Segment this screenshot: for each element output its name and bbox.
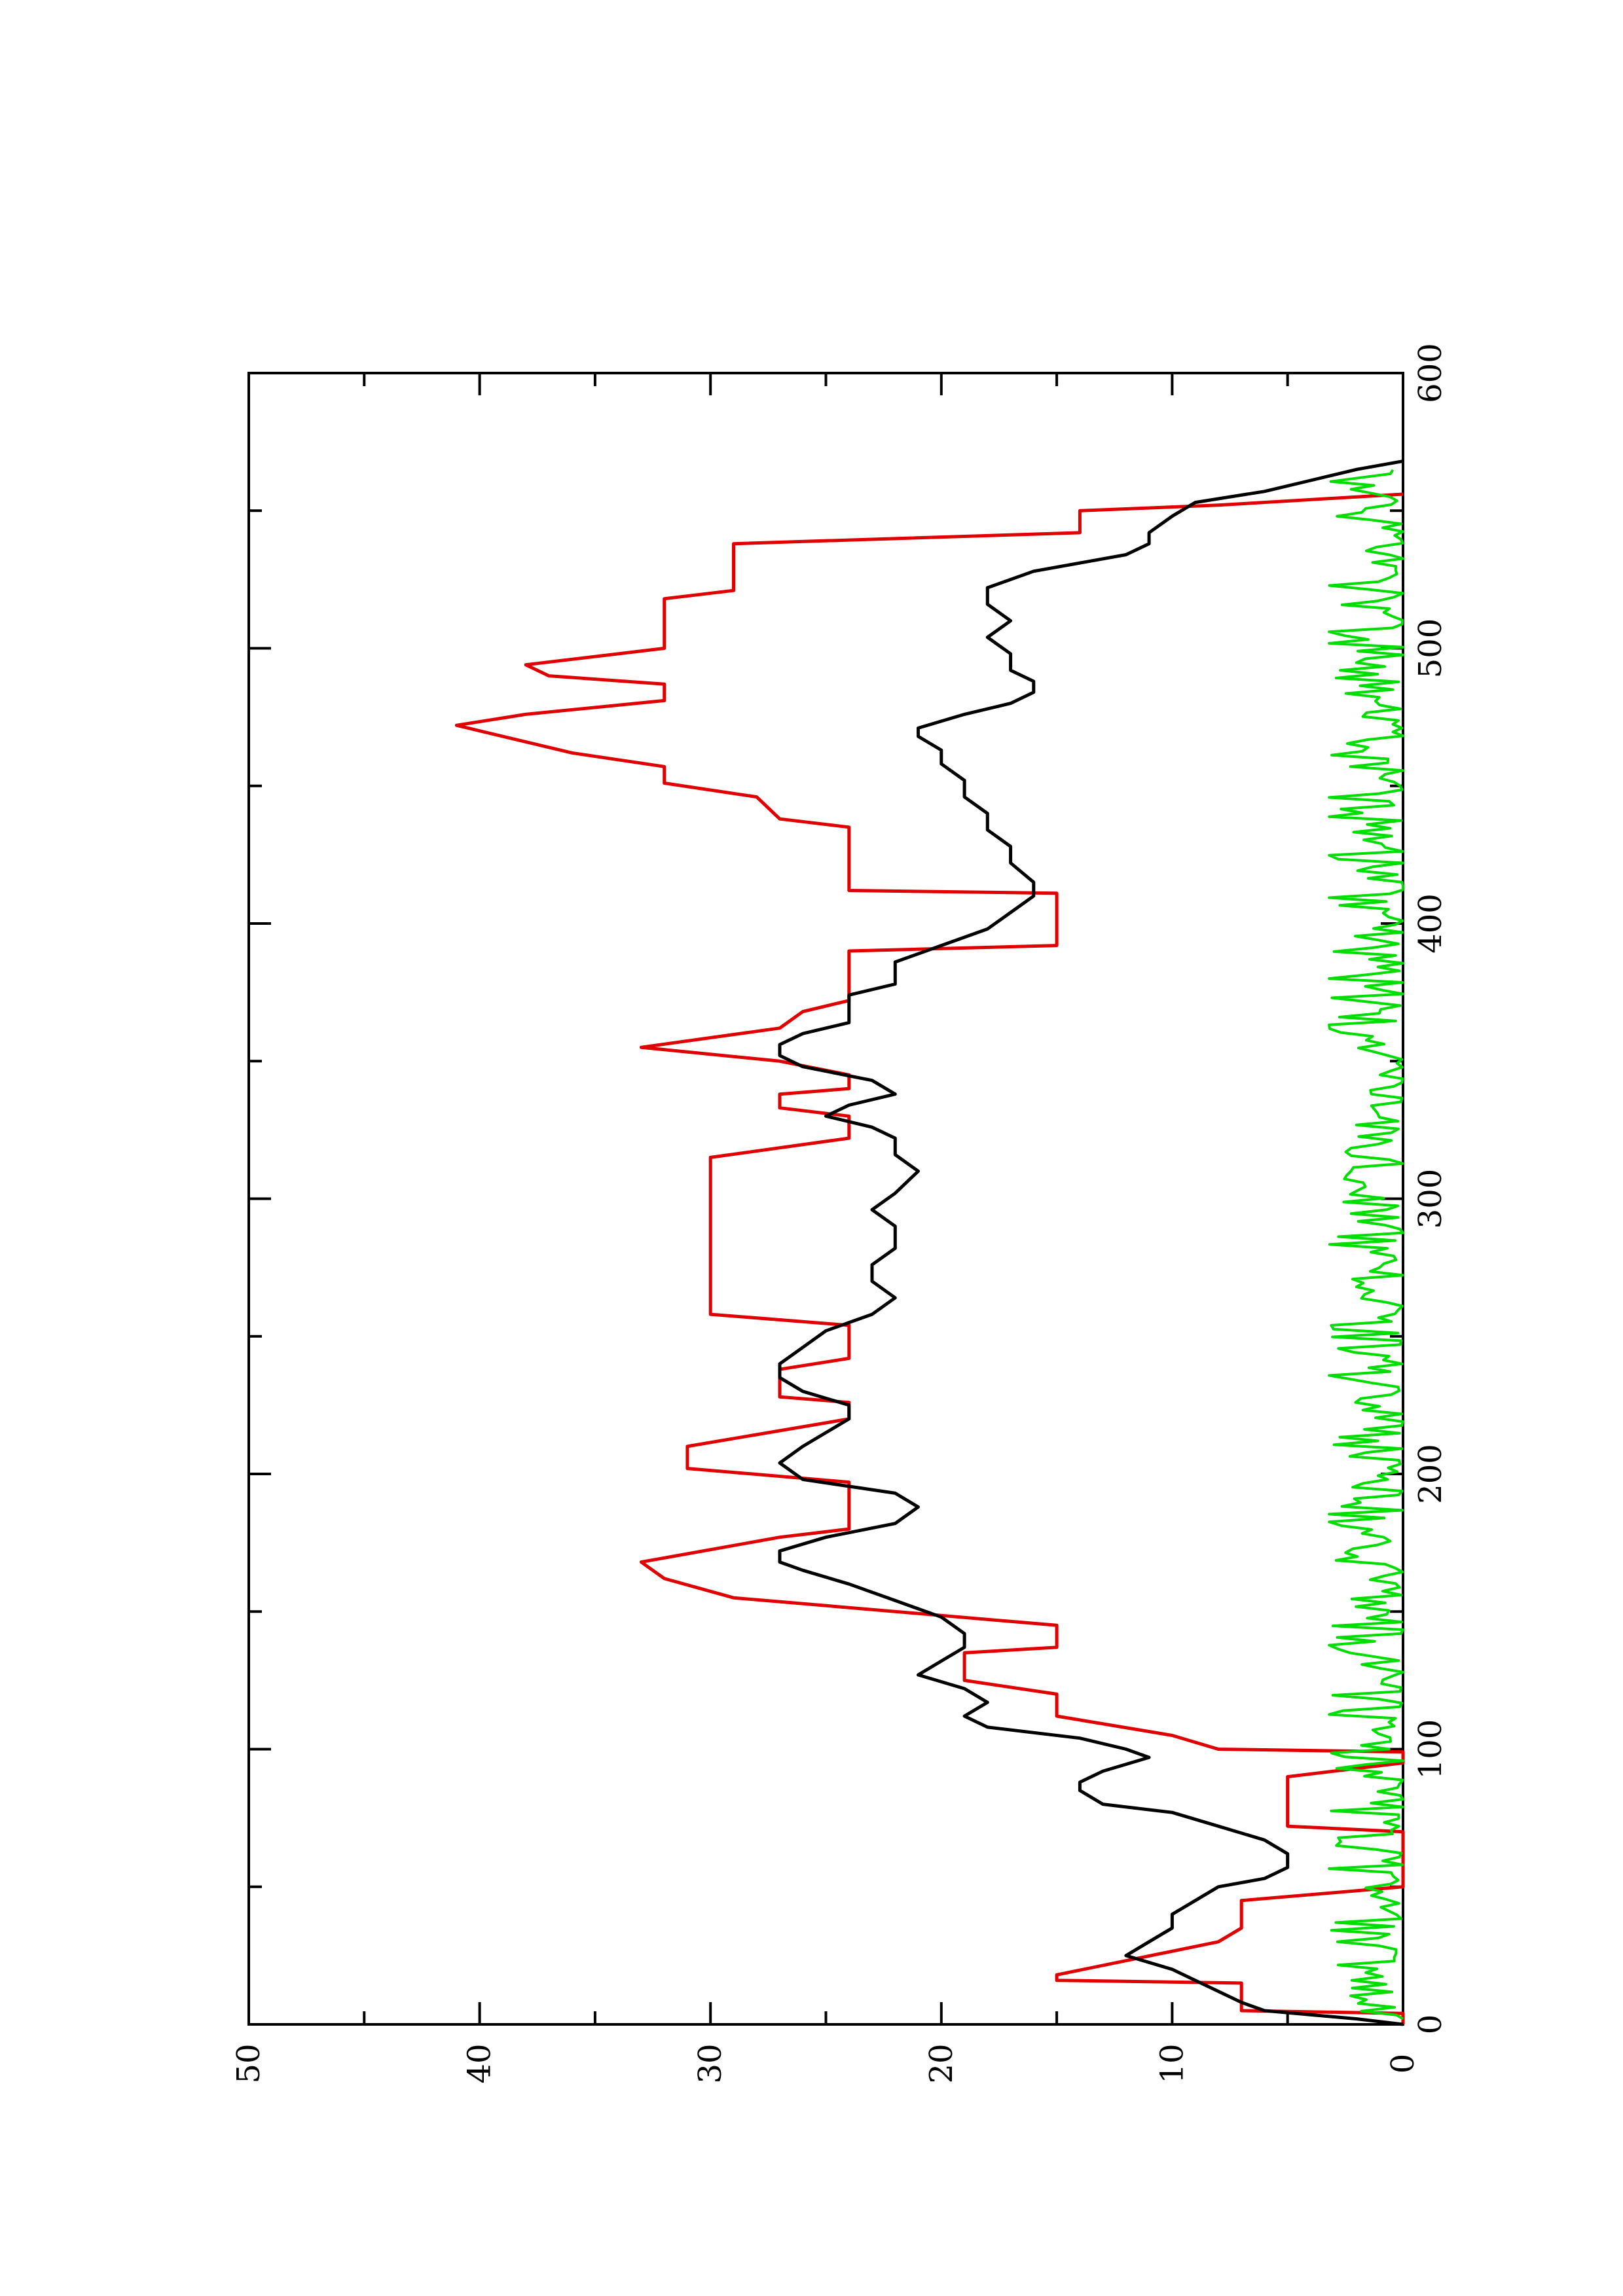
x-tick-label: 500: [1412, 619, 1449, 679]
x-tick-label: 400: [1412, 893, 1449, 954]
x-tick-label: 0: [1412, 2015, 1449, 2035]
x-tick-label: 100: [1412, 1719, 1449, 1780]
y-tick-label: 50: [230, 2043, 267, 2083]
y-tick-label: 0: [1385, 2054, 1421, 2074]
series-red-line: [454, 492, 1405, 2024]
series-layer: [454, 459, 1405, 2026]
tick-labels: 0 100 200 300 400 500 600 0 10 20 30 40 50: [230, 343, 1449, 2083]
x-tick-label: 300: [1412, 1169, 1449, 1229]
x-tick-label: 200: [1412, 1444, 1449, 1504]
series-black-line: [778, 459, 1404, 2026]
y-tick-label: 10: [1154, 2043, 1190, 2083]
plot-area: [247, 372, 1405, 2026]
plot-frame: [247, 372, 1404, 2026]
y-tick-label: 20: [923, 2043, 960, 2083]
y-tick-label: 40: [462, 2043, 498, 2083]
series-green-line: [1328, 469, 1404, 2020]
axis-ticks: [247, 372, 1404, 2026]
y-tick-label: 30: [692, 2043, 729, 2083]
x-tick-label: 600: [1412, 343, 1449, 403]
